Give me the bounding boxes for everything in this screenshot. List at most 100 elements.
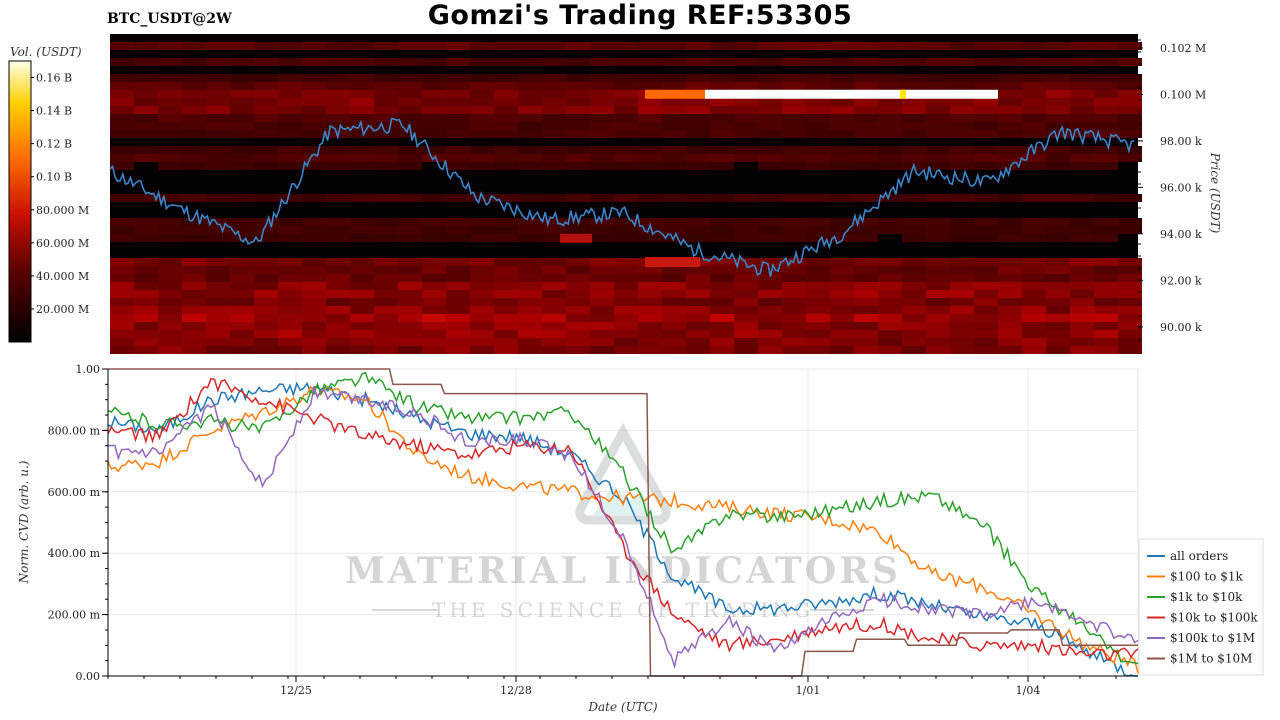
heatmap-cell	[182, 234, 206, 242]
heatmap-cell	[254, 266, 278, 274]
heatmap-cell	[470, 258, 494, 266]
heatmap-cell	[590, 346, 614, 354]
heatmap-cell	[950, 58, 974, 66]
heatmap-cell	[950, 314, 974, 322]
heatmap-cell	[926, 194, 950, 202]
heatmap-cell	[686, 218, 710, 226]
heatmap-cell	[134, 266, 158, 274]
heatmap-cell	[974, 74, 998, 82]
heatmap-cell	[950, 266, 974, 274]
heatmap-cell	[1094, 162, 1118, 170]
heatmap-cell	[422, 298, 446, 306]
heatmap-cell	[350, 322, 374, 330]
heatmap-cell	[998, 322, 1022, 330]
heatmap-cell	[878, 258, 902, 266]
heatmap-cell	[206, 194, 230, 202]
heatmap-cell	[374, 122, 398, 130]
heatmap-cell	[422, 346, 446, 354]
heatmap-cell	[1046, 90, 1070, 98]
heatmap-cell	[206, 330, 230, 338]
heatmap-cell	[254, 90, 278, 98]
heatmap-cell	[542, 258, 566, 266]
heatmap-cell	[110, 122, 134, 130]
heatmap-cell	[230, 154, 254, 162]
heatmap-cell	[350, 58, 374, 66]
heatmap-cell	[782, 130, 806, 138]
heatmap-cell	[590, 162, 614, 170]
cvd-x-tick-label: 1/04	[1016, 684, 1041, 697]
heatmap-cell	[566, 146, 590, 154]
heatmap-cell	[830, 162, 854, 170]
heatmap-cell	[926, 154, 950, 162]
heatmap-cell	[734, 146, 758, 154]
heatmap-cell	[974, 258, 998, 266]
heatmap-cell	[614, 58, 638, 66]
heatmap-cell	[1094, 234, 1118, 242]
heatmap-cell	[1070, 306, 1094, 314]
heatmap-cell	[254, 338, 278, 346]
heatmap-cell	[1118, 154, 1142, 162]
heatmap-cell	[974, 194, 998, 202]
heatmap-cell	[182, 42, 206, 50]
heatmap-cell	[1022, 74, 1046, 82]
heatmap-cell	[398, 42, 422, 50]
heatmap-cell	[134, 218, 158, 226]
heatmap-cell	[950, 154, 974, 162]
heatmap-cell	[566, 58, 590, 66]
heatmap-cell	[974, 218, 998, 226]
heatmap-cell	[566, 226, 590, 234]
heatmap-cell	[326, 74, 350, 82]
cvd-x-tick-label: 1/01	[796, 684, 821, 697]
heatmap-cell	[302, 226, 326, 234]
heatmap-cell	[590, 58, 614, 66]
heatmap-cell	[686, 42, 710, 50]
heatmap-cell	[1046, 258, 1070, 266]
heatmap-cell	[302, 234, 326, 242]
cvd-y-tick-label: 400.00 m	[48, 547, 101, 560]
heatmap-cell	[590, 266, 614, 274]
heatmap-cell	[446, 114, 470, 122]
liquidity-band-mid	[560, 233, 592, 243]
heatmap-cell	[494, 90, 518, 98]
heatmap-cell	[422, 58, 446, 66]
legend-label: $100k to $1M	[1170, 631, 1255, 645]
heatmap-cell	[350, 82, 374, 90]
cvd-x-axis-label: Date (UTC)	[587, 700, 657, 714]
heatmap-cell	[254, 306, 278, 314]
heatmap-cell	[158, 338, 182, 346]
heatmap-cell	[518, 162, 542, 170]
heatmap-cell	[494, 226, 518, 234]
heatmap-cell	[566, 194, 590, 202]
heatmap-cell	[662, 314, 686, 322]
heatmap-cell	[734, 314, 758, 322]
heatmap-cell	[614, 154, 638, 162]
heatmap-cell	[350, 42, 374, 50]
heatmap-cell	[470, 330, 494, 338]
cvd-y-tick-label: 0.00	[76, 670, 101, 683]
heatmap-cell	[710, 74, 734, 82]
heatmap-cell	[878, 58, 902, 66]
heatmap-cell	[566, 74, 590, 82]
heatmap-cell	[230, 234, 254, 242]
heatmap-cell	[302, 58, 326, 66]
heatmap-cell	[110, 218, 134, 226]
heatmap-cell	[614, 282, 638, 290]
heatmap-cell	[686, 346, 710, 354]
heatmap-cell	[974, 306, 998, 314]
heatmap-cell	[302, 314, 326, 322]
heatmap-cell	[734, 306, 758, 314]
heatmap-cell	[854, 130, 878, 138]
heatmap-cell	[878, 162, 902, 170]
heatmap-cell	[350, 258, 374, 266]
heatmap-cell	[110, 154, 134, 162]
heatmap-cell	[710, 346, 734, 354]
price-tick-label: 0.102 M	[1160, 42, 1206, 55]
heatmap-cell	[1046, 234, 1070, 242]
heatmap-cell	[158, 322, 182, 330]
heatmap-cell	[782, 42, 806, 50]
heatmap-cell	[1046, 346, 1070, 354]
watermark-logo-icon	[575, 422, 671, 525]
heatmap-cell	[518, 42, 542, 50]
heatmap-cell	[614, 298, 638, 306]
heatmap-cell	[158, 90, 182, 98]
